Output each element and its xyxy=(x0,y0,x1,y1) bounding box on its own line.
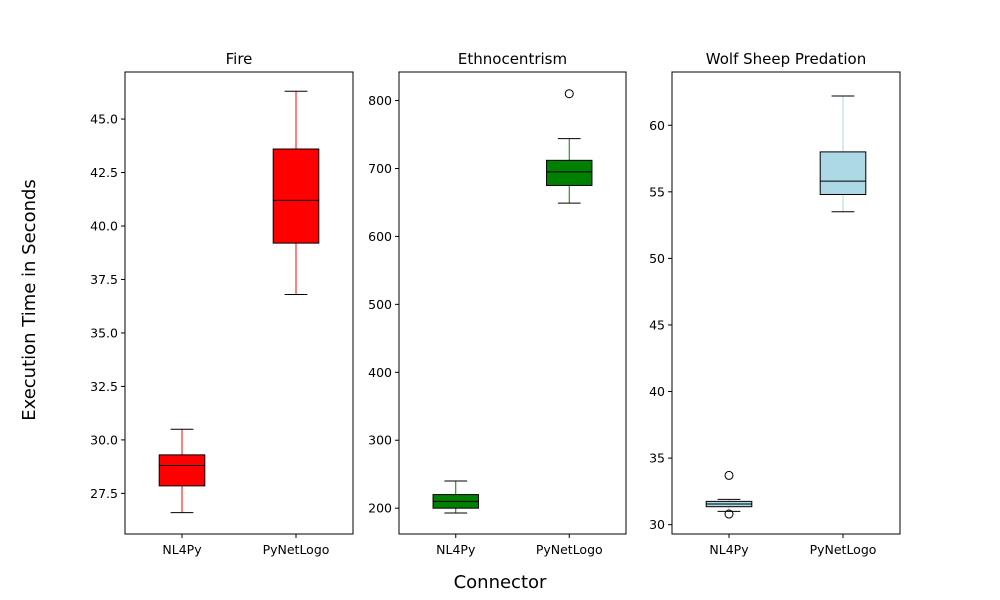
y-tick-label: 30.0 xyxy=(90,432,118,447)
x-tick-label: PyNetLogo xyxy=(536,542,603,557)
y-tick-label: 35 xyxy=(649,451,665,466)
outlier-point xyxy=(724,509,734,519)
y-tick-label: 55 xyxy=(649,184,665,199)
panels: Fire 27.5 30.0 32.5 35.0 37.5 40.0 42.5 45.0 NL4P… xyxy=(90,50,901,557)
y-tick-label: 32.5 xyxy=(90,379,118,394)
y-tick-label: 700 xyxy=(368,161,392,176)
axes-frame xyxy=(671,71,901,535)
y-tick-label: 200 xyxy=(368,501,392,516)
box-pynetlogo xyxy=(546,89,593,204)
y-tick-label: 300 xyxy=(368,433,392,448)
box-body xyxy=(546,159,593,186)
box-body xyxy=(158,454,206,487)
x-tick-label: NL4Py xyxy=(436,542,476,557)
y-tick-label: 27.5 xyxy=(90,486,118,501)
y-tick-label: 800 xyxy=(368,93,392,108)
y-tick-label: 45.0 xyxy=(90,112,118,127)
panel-title: Wolf Sheep Predation xyxy=(706,50,866,68)
panel-1: Ethnocentrism 200 300 400 500 600 700 800 NL4Py P… xyxy=(368,50,627,557)
y-axis-label: Execution Time in Seconds xyxy=(19,179,40,421)
box-nl4py xyxy=(705,470,753,519)
y-tick-label: 37.5 xyxy=(90,272,118,287)
x-tick-label: PyNetLogo xyxy=(263,542,330,557)
y-tick-label: 35.0 xyxy=(90,325,118,340)
box-pynetlogo xyxy=(272,90,320,295)
panel-title: Fire xyxy=(226,50,253,68)
panel-2: Wolf Sheep Predation 30 35 40 45 50 55 60 NL4Py P… xyxy=(649,50,901,557)
box-pynetlogo xyxy=(819,95,867,213)
y-tick-label: 600 xyxy=(368,229,392,244)
panel-title: Ethnocentrism xyxy=(458,50,567,68)
axes-frame xyxy=(398,71,627,535)
y-tick-label: 50 xyxy=(649,251,665,266)
y-tick-label: 42.5 xyxy=(90,165,118,180)
y-tick-label: 45 xyxy=(649,317,665,332)
x-tick-label: PyNetLogo xyxy=(810,542,877,557)
box-nl4py xyxy=(432,480,479,514)
box-body xyxy=(272,148,320,244)
x-tick-label: NL4Py xyxy=(709,542,749,557)
panel-0: Fire 27.5 30.0 32.5 35.0 37.5 40.0 42.5 45.0 NL4P… xyxy=(90,50,354,557)
y-tick-label: 400 xyxy=(368,365,392,380)
y-tick-label: 40.0 xyxy=(90,219,118,234)
x-tick-label: NL4Py xyxy=(162,542,202,557)
y-tick-label: 30 xyxy=(649,517,665,532)
axes-frame xyxy=(124,71,354,535)
y-tick-label: 40 xyxy=(649,384,665,399)
y-tick-label: 60 xyxy=(649,118,665,133)
x-axis-label: Connector xyxy=(454,572,547,593)
box-nl4py xyxy=(158,428,206,514)
outlier-point xyxy=(564,89,574,99)
box-body xyxy=(819,151,867,195)
outlier-point xyxy=(724,470,734,480)
y-tick-label: 500 xyxy=(368,297,392,312)
